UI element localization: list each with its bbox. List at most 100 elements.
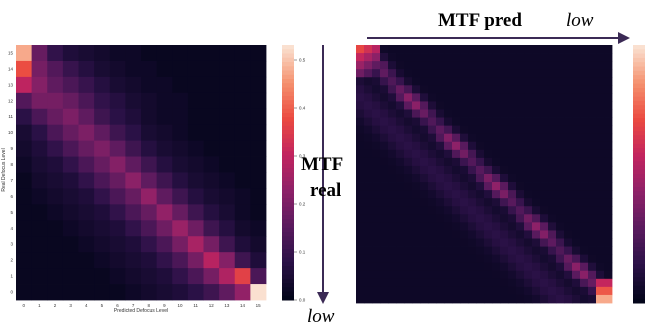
heatmap-cell — [444, 85, 453, 94]
heatmap-cell — [412, 77, 421, 86]
heatmap-cell — [412, 214, 421, 223]
heatmap-cell — [420, 270, 429, 280]
heatmap-cell — [540, 262, 549, 272]
heatmap-cell — [500, 77, 509, 86]
heatmap-cell — [492, 286, 501, 296]
heatmap-cell — [172, 284, 189, 301]
heatmap-cell — [356, 262, 365, 272]
heatmap-cell — [420, 182, 429, 191]
heatmap-cell — [356, 85, 365, 94]
heatmap-cell — [436, 254, 445, 264]
heatmap-cell — [396, 254, 405, 264]
heatmap-cell — [31, 45, 48, 62]
heatmap-cell — [94, 108, 111, 126]
heatmap-cell — [532, 117, 541, 127]
heatmap-cell — [372, 77, 381, 86]
mtf-pred-low-label: low — [566, 10, 594, 31]
heatmap-cell — [234, 172, 251, 189]
heatmap-cell — [452, 214, 461, 223]
heatmap-cell — [484, 77, 493, 86]
heatmap-cell — [556, 286, 565, 296]
heatmap-cell — [452, 206, 461, 215]
heatmap-cell — [548, 222, 557, 231]
heatmap-cell — [588, 109, 597, 118]
heatmap-cell — [388, 270, 397, 280]
heatmap-cell — [62, 92, 79, 110]
heatmap-cell — [250, 60, 267, 78]
heatmap-cell — [564, 190, 573, 199]
heatmap-cell — [492, 198, 501, 207]
colorbar-segment — [282, 219, 294, 224]
heatmap-cell — [380, 149, 389, 159]
heatmap-cell — [532, 61, 541, 70]
heatmap-cell — [372, 206, 381, 215]
heatmap-cell — [62, 204, 79, 221]
heatmap-cell — [156, 236, 173, 253]
heatmap-cell — [604, 190, 613, 199]
heatmap-cell — [187, 284, 204, 301]
heatmap-cell — [428, 149, 437, 159]
heatmap-cell — [468, 198, 477, 207]
colorbar-segment — [282, 266, 294, 271]
heatmap-cell — [234, 220, 251, 237]
heatmap-cell — [548, 93, 557, 102]
heatmap-cell — [556, 182, 565, 191]
colorbar-segment — [633, 204, 645, 209]
heatmap-cell — [468, 61, 477, 70]
heatmap-cell — [484, 254, 493, 264]
heatmap-cell — [250, 204, 267, 221]
heatmap-cell — [540, 246, 549, 256]
heatmap-cell — [31, 124, 48, 142]
colorbar-segment — [282, 117, 294, 122]
heatmap-cell — [94, 60, 111, 78]
heatmap-cell — [78, 284, 95, 301]
heatmap-cell — [364, 190, 373, 199]
heatmap-cell — [412, 141, 421, 151]
heatmap-cell — [452, 165, 461, 175]
heatmap-cell — [452, 69, 461, 78]
heatmap-cell — [572, 149, 581, 159]
heatmap-cell — [580, 69, 589, 78]
heatmap-cell — [524, 238, 533, 247]
heatmap-cell — [444, 222, 453, 231]
heatmap-cell — [420, 125, 429, 135]
heatmap-cell — [572, 117, 581, 127]
heatmap-cell — [412, 61, 421, 70]
heatmap-cell — [396, 133, 405, 143]
heatmap-cell — [572, 246, 581, 256]
heatmap-cell — [548, 246, 557, 256]
colorbar-segment — [282, 125, 294, 131]
heatmap-cell — [412, 69, 421, 78]
heatmap-cell — [516, 61, 525, 70]
heatmap-cell — [436, 53, 445, 62]
heatmap-cell — [141, 108, 158, 126]
heatmap-cell — [452, 294, 461, 304]
heatmap-cell — [548, 198, 557, 207]
heatmap-cell — [396, 101, 405, 110]
heatmap-cell — [16, 188, 33, 205]
colorbar-segment — [633, 75, 645, 80]
colorbar-segment — [282, 70, 294, 76]
x-tick-label: 13 — [224, 303, 230, 308]
heatmap-cell — [94, 124, 111, 142]
colorbar-segment — [633, 148, 645, 153]
heatmap-cell — [500, 85, 509, 94]
heatmap-cell — [156, 284, 173, 301]
heatmap-cell — [492, 182, 501, 191]
heatmap-cell — [420, 214, 429, 223]
heatmap-cell — [436, 133, 445, 143]
heatmap-cell — [404, 254, 413, 264]
heatmap-cell — [484, 61, 493, 70]
heatmap-cell — [588, 278, 597, 288]
colorbar-segment — [282, 104, 294, 110]
heatmap-cell — [508, 190, 517, 199]
heatmap-cell — [556, 53, 565, 62]
colorbar-segment — [633, 70, 645, 76]
heatmap-cell — [234, 204, 251, 221]
colorbar-segment — [282, 62, 294, 67]
heatmap-cell — [356, 125, 365, 135]
colorbar-segment — [282, 91, 294, 97]
heatmap-cell — [596, 254, 605, 264]
heatmap-cell — [540, 149, 549, 159]
heatmap-cell — [396, 93, 405, 102]
